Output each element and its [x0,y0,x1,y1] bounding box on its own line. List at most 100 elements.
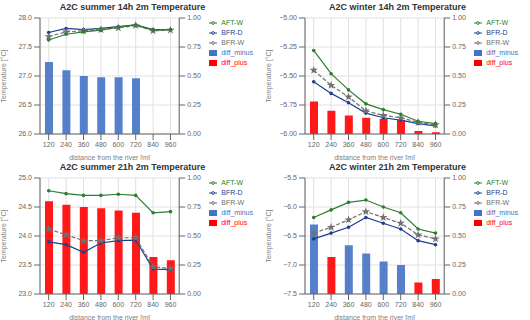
svg-text:−7.0: −7.0 [283,261,297,268]
svg-text:−6.00: −6.00 [279,130,297,137]
svg-text:120: 120 [43,141,55,148]
html-text:AFT-W: AFT-W [221,179,243,186]
svg-text:240: 240 [325,141,337,148]
html-text:A2C winter 21h 2m Temperature: A2C winter 21h 2m Temperature [329,162,466,172]
svg-text:0.00: 0.00 [452,290,466,297]
svg-text:960: 960 [165,141,177,148]
svg-text:1.00: 1.00 [187,14,201,21]
svg-text:600: 600 [112,141,124,148]
html-text:AFT-W: AFT-W [486,19,508,26]
svg-text:−5.5: −5.5 [283,174,297,181]
svg-text:120: 120 [308,141,320,148]
svg-text:720: 720 [395,141,407,148]
svg-text:0.25: 0.25 [452,261,466,268]
svg-text:840: 840 [412,141,424,148]
svg-text:Temperature [°C]: Temperature [°C] [8,49,9,102]
html-text:BFR-W: BFR-W [486,39,510,46]
svg-text:1.00: 1.00 [452,14,466,21]
svg-text:24.0: 24.0 [18,232,32,239]
svg-text:23.0: 23.0 [18,290,32,297]
svg-text:0.25: 0.25 [187,261,201,268]
html-text:BFR-D: BFR-D [221,29,243,36]
svg-text:480: 480 [95,141,107,148]
svg-text:600: 600 [377,141,389,148]
html-text:A2C summer 21h 2m Temperature: A2C summer 21h 2m Temperature [59,162,206,172]
svg-text:−5.50: −5.50 [279,72,297,79]
svg-text:240: 240 [325,301,337,308]
html-text:BFR-W: BFR-W [221,199,245,206]
svg-text:0.75: 0.75 [187,43,201,50]
svg-text:840: 840 [147,141,159,148]
svg-text:240: 240 [60,141,72,148]
svg-text:26.0: 26.0 [18,130,32,137]
svg-text:distance from the river [m]: distance from the river [m] [334,314,415,320]
svg-text:600: 600 [377,301,389,308]
svg-text:−6.5: −6.5 [283,232,297,239]
svg-text:360: 360 [78,301,90,308]
svg-text:360: 360 [343,301,355,308]
html-text:diff_minus: diff_minus [221,49,253,56]
svg-text:960: 960 [165,301,177,308]
html-text:diff_plus: diff_plus [486,59,513,66]
html-text:A2C winter 14h 2m Temperature: A2C winter 14h 2m Temperature [329,2,466,12]
svg-text:120: 120 [43,301,55,308]
svg-text:360: 360 [343,141,355,148]
html-text:diff_minus: diff_minus [221,209,253,216]
svg-text:distance from the river [m]: distance from the river [m] [334,154,415,160]
svg-text:0.00: 0.00 [187,130,201,137]
html-text:AFT-W: AFT-W [221,19,243,26]
html-text:A2C summer 14h 2m Temperature: A2C summer 14h 2m Temperature [59,2,206,12]
svg-text:0.75: 0.75 [452,43,466,50]
svg-text:960: 960 [430,141,442,148]
svg-text:−5.00: −5.00 [279,14,297,21]
svg-text:23.5: 23.5 [18,261,32,268]
html-text:BFR-D: BFR-D [486,29,508,36]
svg-text:240: 240 [60,301,72,308]
svg-text:−5.25: −5.25 [279,43,297,50]
svg-text:0.50: 0.50 [452,72,466,79]
svg-text:840: 840 [147,301,159,308]
svg-text:27.0: 27.0 [18,72,32,79]
svg-text:distance from the river [m]: distance from the river [m] [69,314,150,320]
svg-text:720: 720 [130,301,142,308]
svg-text:480: 480 [360,141,372,148]
svg-text:0.00: 0.00 [187,290,201,297]
svg-text:25.0: 25.0 [18,174,32,181]
svg-text:600: 600 [112,301,124,308]
svg-text:Temperature [°C]: Temperature [°C] [265,209,273,262]
svg-text:960: 960 [430,301,442,308]
html-text:AFT-W: AFT-W [486,179,508,186]
svg-text:0.50: 0.50 [187,72,201,79]
svg-text:26.5: 26.5 [18,101,32,108]
html-text:diff_minus: diff_minus [486,49,518,56]
html-text:diff_plus: diff_plus [221,59,248,66]
svg-text:480: 480 [360,301,372,308]
svg-text:720: 720 [130,141,142,148]
svg-text:0.25: 0.25 [187,101,201,108]
svg-text:−5.75: −5.75 [279,101,297,108]
svg-text:1.00: 1.00 [187,174,201,181]
svg-text:−7.5: −7.5 [283,290,297,297]
html-text:BFR-D: BFR-D [221,189,243,196]
svg-text:480: 480 [95,301,107,308]
svg-text:1.00: 1.00 [452,174,466,181]
svg-text:Temperature [°C]: Temperature [°C] [8,209,9,262]
svg-text:Temperature [°C]: Temperature [°C] [265,49,273,102]
svg-text:0.00: 0.00 [452,130,466,137]
html-text:BFR-W: BFR-W [221,39,245,46]
svg-text:28.0: 28.0 [18,14,32,21]
svg-text:720: 720 [395,301,407,308]
svg-text:0.25: 0.25 [452,101,466,108]
svg-text:24.5: 24.5 [18,203,32,210]
html-text:diff_plus: diff_plus [221,219,248,226]
svg-text:27.5: 27.5 [18,43,32,50]
svg-text:−6.0: −6.0 [283,203,297,210]
svg-text:120: 120 [308,301,320,308]
svg-text:0.75: 0.75 [187,203,201,210]
svg-text:distance from the river [m]: distance from the river [m] [69,154,150,160]
svg-text:0.50: 0.50 [187,232,201,239]
svg-text:840: 840 [412,301,424,308]
svg-text:0.75: 0.75 [452,203,466,210]
svg-text:360: 360 [78,141,90,148]
svg-text:0.50: 0.50 [452,232,466,239]
